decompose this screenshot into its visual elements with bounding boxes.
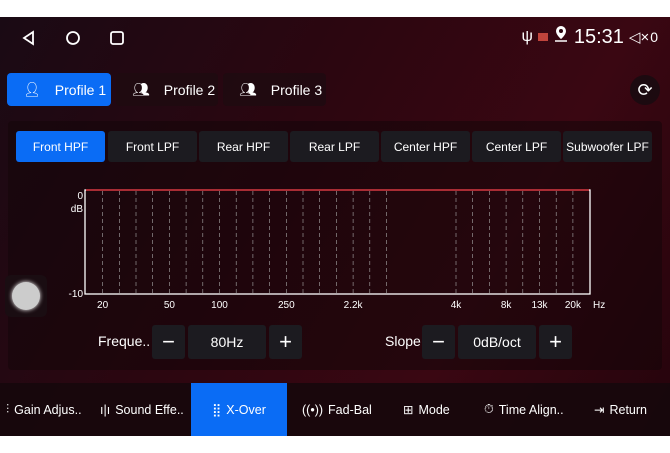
tab-profile-1[interactable]: 👤︎ Profile 1 (7, 73, 111, 106)
cast-icon (537, 33, 548, 41)
assistive-touch-button[interactable] (5, 275, 47, 317)
status-bar: ψ 15:31 ◁× 0 (521, 25, 658, 49)
nav-time-align[interactable]: ⏱︎ Time Align.. (484, 402, 564, 417)
slope-label: Slope (385, 333, 421, 349)
user-icon: 👤︎ (23, 81, 41, 97)
chart-frame (84, 189, 591, 295)
crossover-chart: 0 dB -10 20 50 100 250 2.2k 4k 8k 13k 20k Hz (69, 189, 605, 311)
location-icon (553, 25, 569, 49)
slope-decrease-button[interactable]: − (422, 325, 455, 359)
x-tick: 13k (531, 300, 548, 311)
nav-gain-adjust[interactable]: ⫶ Gain Adjus.. (6, 402, 82, 417)
floating-ball-icon (12, 282, 40, 310)
tab-profile-2[interactable]: 👥︎ Profile 2 (116, 73, 218, 106)
x-axis-label: Hz (593, 300, 605, 311)
x-tick: 50 (164, 300, 176, 311)
filter-front-hpf[interactable]: Front HPF (16, 131, 105, 162)
x-tick: 2.2k (344, 300, 364, 311)
nav-sound-effect[interactable]: ı|ı Sound Effe.. (100, 402, 184, 417)
slope-increase-button[interactable]: + (539, 325, 572, 359)
nav-x-over[interactable]: ⣿ X-Over (191, 383, 287, 436)
filter-front-lpf[interactable]: Front LPF (108, 131, 197, 162)
reset-button[interactable]: ⟳ (630, 75, 660, 105)
nav-return[interactable]: ⇥ Return (594, 402, 648, 418)
slope-value: 0dB/oct (458, 325, 536, 359)
filter-rear-hpf[interactable]: Rear HPF (199, 131, 288, 162)
nav-mode[interactable]: ⊞ Mode (403, 402, 450, 418)
nav-fad-bal[interactable]: ((•)) Fad-Bal (302, 402, 372, 417)
bottom-nav: ⫶ Gain Adjus.. ı|ı Sound Effe.. ⣿ X-Over ((… (0, 383, 670, 436)
y-tick-min: -10 (69, 289, 84, 300)
back-icon[interactable] (18, 27, 40, 49)
sliders-icon: ⫶ (6, 402, 10, 416)
users-icon: 👥︎ (132, 81, 150, 97)
x-tick: 100 (211, 300, 228, 311)
mute-icon: ◁× (628, 29, 650, 46)
home-icon[interactable] (62, 27, 84, 49)
group-icon: 👥︎ (239, 81, 257, 97)
equalizer-icon: ⣿ (212, 403, 222, 417)
x-tick: 8k (501, 300, 513, 311)
filter-center-hpf[interactable]: Center HPF (381, 131, 470, 162)
frequency-increase-button[interactable]: + (269, 325, 302, 359)
x-tick: 4k (451, 300, 463, 311)
recents-icon[interactable] (106, 27, 128, 49)
y-axis-label: dB (71, 204, 84, 215)
speaker-balance-icon: ((•)) (302, 402, 324, 417)
usb-icon: ψ (521, 28, 533, 45)
y-tick-0: 0 (77, 191, 83, 202)
mode-icon: ⊞ (403, 403, 414, 417)
waveform-icon: ı|ı (100, 402, 111, 417)
frequency-label: Freque.. (98, 333, 151, 349)
stopwatch-icon: ⏱︎ (484, 402, 494, 416)
return-icon: ⇥ (594, 403, 605, 417)
x-tick: 20k (565, 300, 582, 311)
filter-rear-lpf[interactable]: Rear LPF (290, 131, 379, 162)
x-tick: 250 (278, 300, 295, 311)
tab-profile-3[interactable]: 👥︎ Profile 3 (223, 73, 326, 106)
frequency-decrease-button[interactable]: − (152, 325, 185, 359)
x-tick: 20 (97, 300, 109, 311)
filter-center-lpf[interactable]: Center LPF (472, 131, 561, 162)
refresh-icon: ⟳ (637, 79, 653, 100)
screen: ψ 15:31 ◁× 0 👤︎ Profile 1 👥︎ Profile 2 👥︎ P… (0, 17, 670, 436)
volume-level: 0 (650, 29, 658, 45)
clock: 15:31 (573, 25, 624, 48)
frequency-value: 80Hz (188, 325, 266, 359)
filter-subwoofer-lpf[interactable]: Subwoofer LPF (563, 131, 652, 162)
